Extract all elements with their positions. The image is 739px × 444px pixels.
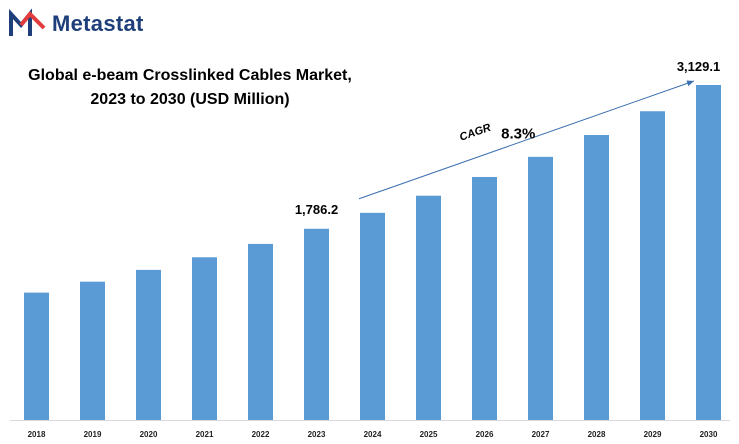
bar-2029: [640, 111, 665, 420]
x-tick-label-2029: 2029: [644, 430, 662, 439]
x-tick-label-2023: 2023: [308, 430, 326, 439]
chart-title-line-2: 2023 to 2030 (USD Million): [90, 91, 290, 108]
bar-2025: [416, 195, 441, 420]
bar-2028: [584, 135, 609, 420]
bar-2030: [696, 85, 721, 420]
cagr-label: CAGR: [458, 122, 493, 144]
x-tick-label-2030: 2030: [700, 430, 718, 439]
x-tick-label-2025: 2025: [420, 430, 438, 439]
bar-2019: [80, 281, 105, 420]
x-tick-label-2019: 2019: [84, 430, 102, 439]
brand-logo: Metastat: [8, 8, 144, 40]
cagr-value: 8.3%: [501, 126, 535, 143]
brand-name: Metastat: [52, 11, 144, 36]
chart-title: Global e-beam Crosslinked Cables Market,…: [10, 64, 370, 112]
metastat-logo-icon: [9, 8, 46, 36]
x-tick-label-2028: 2028: [588, 430, 606, 439]
data-label-2030: 3,129.1: [677, 59, 720, 74]
x-tick-label-2021: 2021: [196, 430, 214, 439]
bar-2027: [528, 156, 553, 420]
bar-2018: [24, 292, 49, 420]
bar-2022: [248, 243, 273, 420]
bar-2021: [192, 257, 217, 420]
x-tick-label-2024: 2024: [364, 430, 382, 439]
x-tick-label-2022: 2022: [252, 430, 270, 439]
cagr-arrow: [358, 80, 695, 200]
x-tick-label-2020: 2020: [140, 430, 158, 439]
x-tick-label-2018: 2018: [28, 430, 46, 439]
data-label-2023: 1,786.2: [295, 202, 338, 217]
bar-2024: [360, 212, 385, 420]
bar-2026: [472, 176, 497, 420]
x-tick-label-2027: 2027: [532, 430, 550, 439]
x-tick-label-2026: 2026: [476, 430, 494, 439]
bar-2023: [304, 228, 329, 420]
bar-2020: [136, 269, 161, 420]
chart-title-line-1: Global e-beam Crosslinked Cables Market,: [28, 67, 352, 84]
